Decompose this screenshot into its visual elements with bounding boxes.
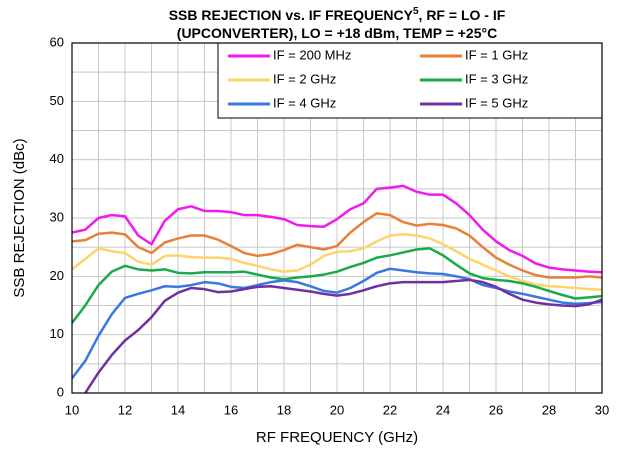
y-tick-label: 0 — [57, 384, 64, 399]
legend-label: IF = 2 GHz — [273, 71, 336, 86]
legend-label: IF = 4 GHz — [273, 95, 336, 110]
x-tick-label: 28 — [542, 402, 556, 417]
y-axis-label: SSB REJECTION (dBc) — [11, 138, 28, 297]
title-text: , RF = LO - IF — [419, 7, 506, 23]
legend-box — [217, 42, 603, 119]
y-tick-label: 20 — [50, 268, 64, 283]
plot-frame — [71, 42, 603, 394]
legend-label: IF = 5 GHz — [465, 95, 528, 110]
series-line — [72, 267, 602, 380]
y-tick-label: 60 — [50, 34, 64, 49]
legend-label: IF = 1 GHz — [465, 47, 528, 62]
x-tick-label: 14 — [171, 402, 185, 417]
legend-label: IF = 200 MHz — [273, 47, 351, 62]
series-line — [72, 184, 602, 274]
x-tick-label: 26 — [489, 402, 503, 417]
title-superscript: 5 — [413, 6, 419, 17]
x-tick-label: 12 — [118, 402, 132, 417]
y-tick-label: 30 — [50, 209, 64, 224]
y-tick-label: 40 — [50, 151, 64, 166]
x-tick-label: 20 — [330, 402, 344, 417]
x-tick-label: 16 — [224, 402, 238, 417]
y-tick-label: 50 — [50, 93, 64, 108]
x-axis-label: RF FREQUENCY (GHz) — [256, 429, 418, 446]
chart-title: SSB REJECTION vs. IF FREQUENCY5, RF = LO… — [169, 6, 506, 23]
series-line — [72, 212, 602, 279]
series-line — [72, 233, 602, 291]
x-tick-label: 18 — [277, 402, 291, 417]
title-text: SSB REJECTION vs. IF FREQUENCY — [169, 7, 414, 23]
x-tick-label: 30 — [595, 402, 609, 417]
x-tick-label: 10 — [65, 402, 79, 417]
plot-lines — [72, 184, 602, 393]
x-tick-label: 22 — [383, 402, 397, 417]
y-tick-label: 10 — [50, 326, 64, 341]
chart-title: (UPCONVERTER), LO = +18 dBm, TEMP = +25°… — [177, 25, 497, 41]
x-tick-label: 24 — [436, 402, 450, 417]
series-line — [84, 278, 602, 393]
series-line — [72, 247, 602, 324]
legend-label: IF = 3 GHz — [465, 71, 528, 86]
